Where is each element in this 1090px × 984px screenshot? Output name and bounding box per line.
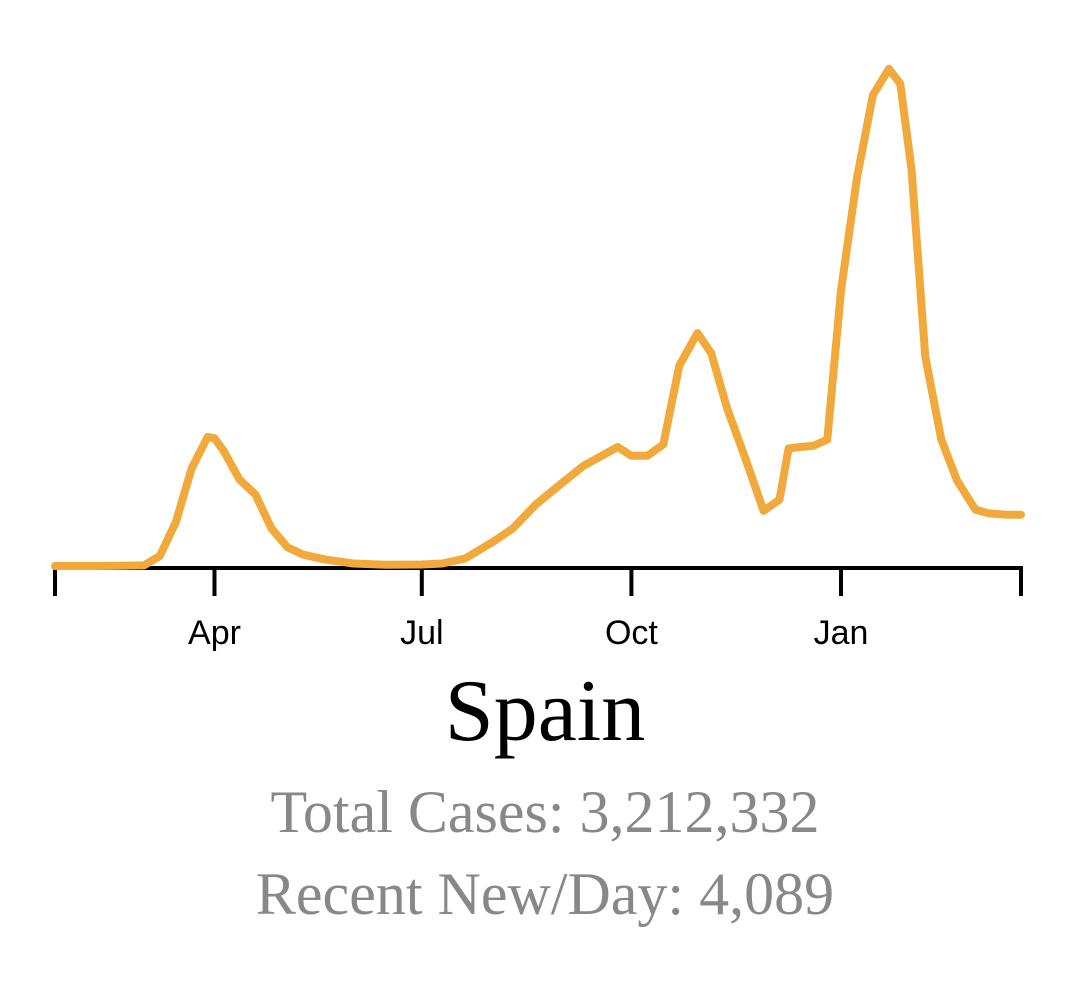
total-cases-stat: Total Cases: 3,212,332: [270, 779, 820, 845]
series-line-cases: [51, 64, 1025, 570]
cases-chart: Apr Jul Oct Jan: [51, 64, 1025, 652]
chart-title: Spain: [444, 663, 646, 760]
x-tick-label: Jan: [814, 614, 869, 652]
recent-new-per-day-stat: Recent New/Day: 4,089: [255, 861, 835, 927]
x-tick-label: Oct: [605, 614, 658, 652]
x-tick-label: Apr: [188, 614, 241, 652]
x-axis: Apr Jul Oct Jan: [53, 566, 1023, 652]
x-tick-label: Jul: [400, 614, 443, 652]
